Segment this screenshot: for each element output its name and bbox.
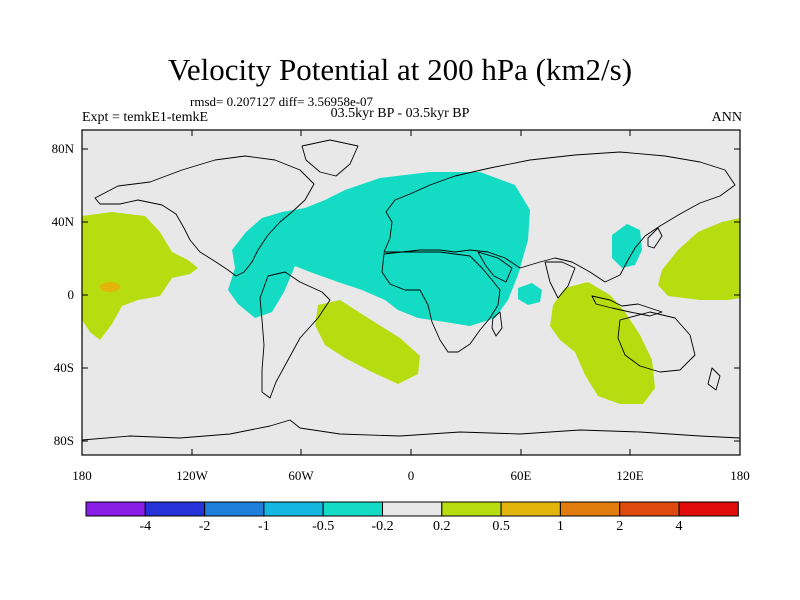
colorbar-box-4: [263, 501, 324, 517]
lat-label-80s: 80S: [53, 433, 74, 448]
madagascar-coast: [491, 311, 503, 337]
india-coast: [544, 261, 576, 299]
south-atlantic-positive-region: [315, 300, 420, 384]
east-asia-cyan-region: [612, 224, 642, 268]
lat-label-40s: 40S: [53, 360, 74, 375]
arabia-coast: [477, 251, 513, 283]
lon-label-180e: 180: [730, 468, 750, 483]
lon-label-120w: 120W: [176, 468, 208, 483]
colorbar-box-5: [322, 501, 384, 517]
antarctica-coast: [81, 419, 741, 441]
lon-ticks: [81, 130, 741, 455]
lat-label-0: 0: [67, 287, 75, 302]
lat-label-80n: 80N: [51, 141, 74, 156]
south-america-coast: [259, 271, 331, 399]
australia-coast: [617, 311, 696, 373]
lat-ticks: [82, 148, 740, 442]
africa-coast: [381, 251, 501, 353]
lon-label-60w: 60W: [288, 468, 314, 483]
colorbar-box-8: [500, 501, 561, 517]
eurasia-coast: [383, 151, 736, 283]
greenland-coast: [301, 139, 359, 177]
colorbar-box-11: [678, 501, 739, 517]
colorbar-label-4: -0.5: [312, 519, 335, 534]
colorbar-label-3: -1: [258, 519, 270, 534]
strong-positive-spot: [100, 282, 120, 292]
colorbar-box-7: [441, 501, 502, 517]
colorbar-box-1: [85, 501, 146, 517]
colorbar-label-6: 0.2: [433, 519, 451, 534]
lon-label-60e: 60E: [510, 468, 532, 483]
colorbar-box-3: [204, 501, 265, 517]
colorbar-box-2: [144, 501, 206, 517]
colorbar-label-1: -4: [139, 519, 152, 534]
west-pacific-positive-region: [658, 218, 740, 300]
central-pacific-positive-region: [82, 212, 198, 340]
colorbar-label-7: 0.5: [492, 519, 510, 534]
lon-label-120e: 120E: [616, 468, 644, 483]
colorbar-label-2: -2: [198, 519, 211, 534]
coastlines: [81, 139, 741, 441]
chart-title: Velocity Potential at 200 hPa (km2/s): [167, 52, 633, 87]
colorbar-box-10: [619, 501, 680, 517]
colorbar: [85, 501, 739, 517]
japan-coast: [647, 227, 663, 249]
colorbar-box-6: [382, 501, 443, 517]
indonesia-coast: [591, 295, 663, 317]
stats-text: rmsd= 0.207127 diff= 3.56958e-07: [190, 94, 374, 109]
lat-label-40n: 40N: [51, 214, 74, 229]
indian-ocean-positive-region: [550, 282, 655, 404]
new-zealand-coast: [707, 367, 721, 391]
season-label: ANN: [711, 110, 742, 125]
positive-anomaly-regions: [82, 212, 740, 404]
north-america-coast: [94, 155, 315, 277]
colorbar-box-9: [559, 501, 621, 517]
lon-label-180w: 180: [72, 468, 92, 483]
colorbar-label-8: 1: [556, 519, 564, 534]
atlantic-africa-cyan-region: [228, 172, 530, 326]
indian-ocean-cyan-region: [518, 283, 542, 305]
colorbar-label-5: -0.2: [371, 519, 394, 534]
lon-label-0: 0: [407, 468, 415, 483]
period-label: 03.5kyr BP - 03.5kyr BP: [330, 106, 470, 121]
negative-anomaly-regions: [228, 172, 642, 326]
colorbar-label-10: 4: [675, 519, 683, 534]
colorbar-label-9: 2: [616, 519, 624, 534]
experiment-label: Expt = temkE1-temkE: [82, 110, 209, 125]
